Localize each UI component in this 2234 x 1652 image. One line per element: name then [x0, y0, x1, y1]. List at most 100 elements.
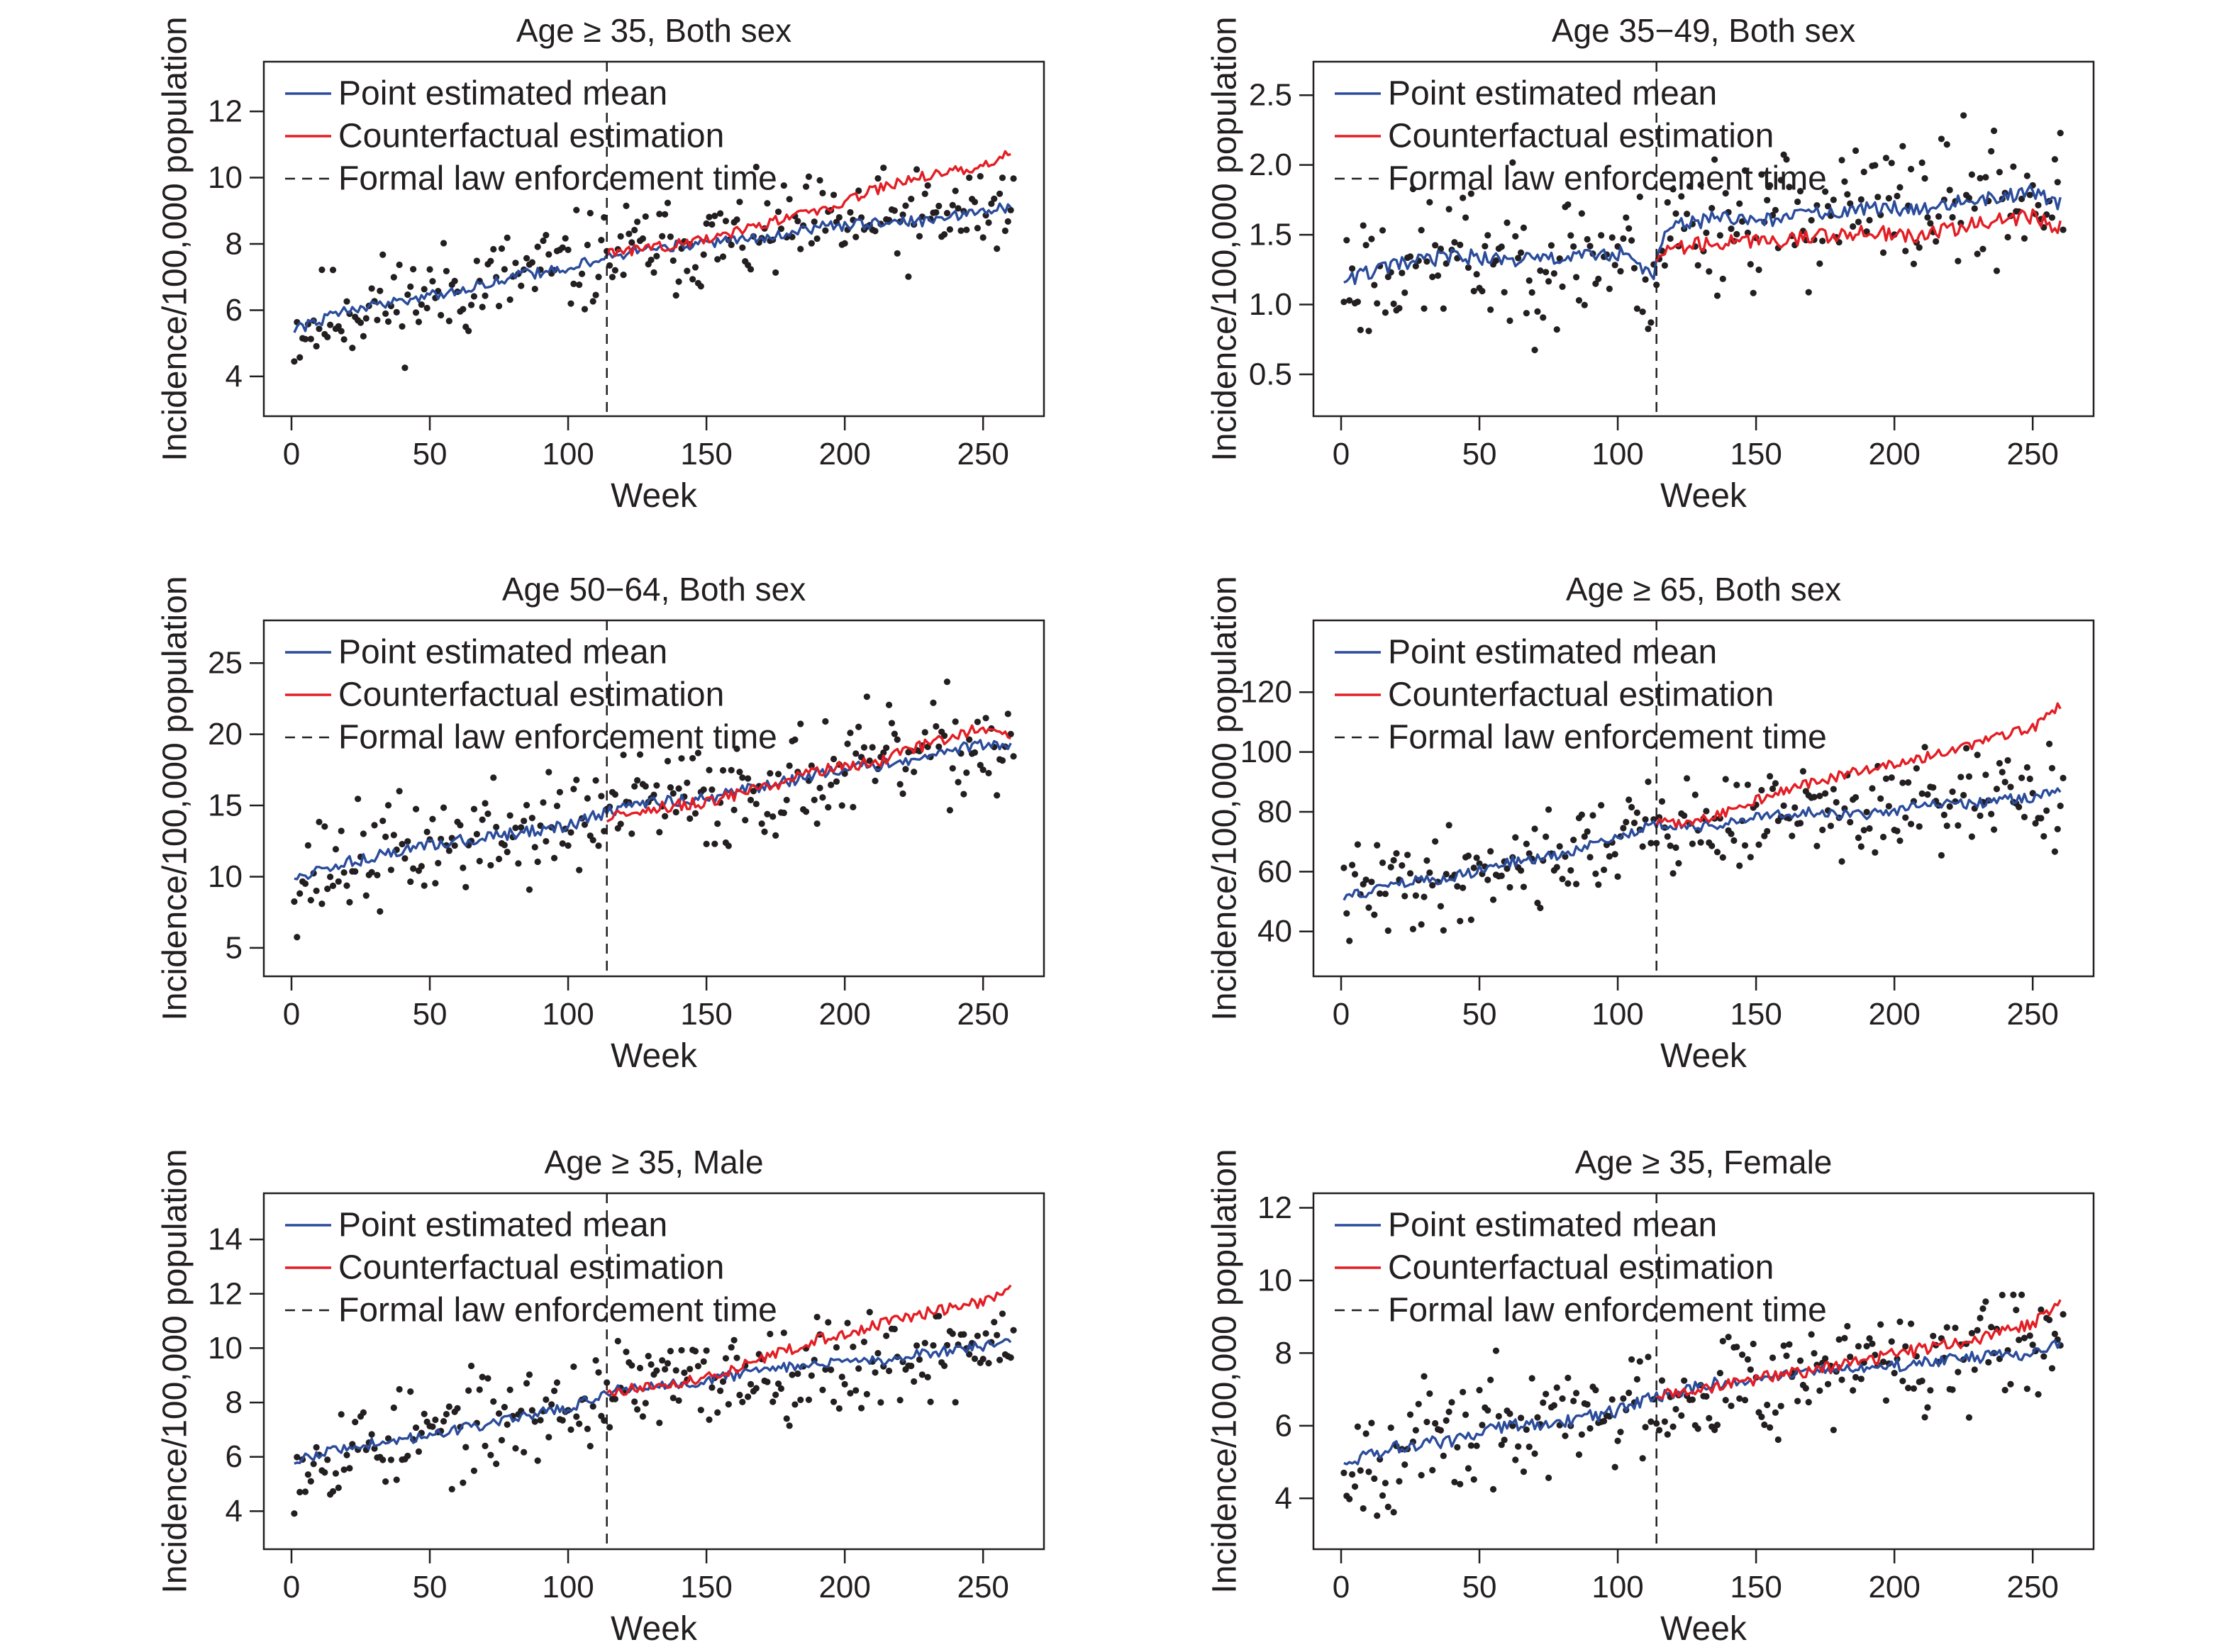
data-point — [501, 842, 508, 849]
data-point — [490, 774, 497, 781]
y-axis-label: Incidence/100,000 population — [157, 576, 194, 1020]
data-point — [1741, 842, 1749, 849]
data-point — [473, 257, 480, 264]
x-tick-label: 150 — [1730, 437, 1782, 471]
data-point — [346, 1465, 353, 1472]
data-point — [1891, 1370, 1898, 1377]
data-point — [1741, 1397, 1749, 1404]
data-point — [399, 323, 406, 330]
x-axis-label: Week — [1660, 477, 1747, 515]
data-point — [504, 1421, 511, 1428]
data-point — [1572, 881, 1580, 888]
data-point — [1835, 1336, 1843, 1343]
y-tick-label: 10 — [208, 1331, 243, 1366]
data-point — [1498, 243, 1505, 250]
legend-label: Formal law enforcement time — [1388, 160, 1827, 198]
plot-area — [291, 1193, 1017, 1549]
data-point — [714, 820, 721, 827]
data-point — [966, 174, 973, 182]
data-point — [2004, 757, 2011, 764]
data-point — [1739, 1351, 1746, 1358]
data-point — [1786, 184, 1793, 191]
data-point — [1819, 826, 1826, 834]
y-tick-label: 4 — [226, 1494, 243, 1529]
series-line-point-estimated-mean — [294, 1338, 1012, 1465]
data-point — [467, 301, 475, 308]
data-point — [407, 1388, 414, 1395]
legend-label: Counterfactual estimation — [338, 118, 724, 155]
data-point — [1010, 753, 1017, 760]
data-point — [1857, 196, 1865, 203]
data-point — [902, 202, 909, 209]
data-point — [1733, 230, 1740, 238]
data-point — [1418, 1471, 1425, 1479]
data-point — [611, 267, 618, 274]
data-point — [360, 830, 367, 837]
data-point — [935, 1312, 943, 1319]
data-point — [1703, 1393, 1710, 1400]
y-axis-label: Incidence/100,000 population — [157, 1149, 194, 1593]
data-point — [327, 321, 334, 328]
data-point — [559, 1417, 566, 1424]
data-point — [1691, 791, 1699, 798]
data-point — [1850, 1387, 1857, 1394]
data-point — [1630, 264, 1638, 272]
data-point — [504, 849, 511, 856]
data-point — [977, 172, 984, 180]
data-point — [595, 842, 602, 849]
data-point — [883, 744, 890, 752]
data-point — [1736, 1395, 1743, 1402]
data-point — [2026, 191, 2033, 199]
data-point — [2029, 1341, 2036, 1349]
data-point — [835, 1405, 843, 1412]
data-point — [1971, 1366, 1978, 1373]
data-point — [1965, 773, 1973, 780]
data-point — [1719, 1337, 1726, 1345]
x-tick-label: 200 — [818, 1570, 870, 1604]
y-axis-label: Incidence/100,000 population — [1206, 1149, 1244, 1593]
y-tick-label: 80 — [1257, 794, 1292, 829]
data-point — [390, 274, 397, 281]
data-point — [1432, 838, 1439, 845]
data-point — [423, 304, 430, 312]
data-point — [338, 827, 345, 835]
data-point — [606, 1424, 613, 1431]
data-point — [1669, 870, 1677, 877]
data-point — [1675, 859, 1682, 867]
y-tick-label: 6 — [226, 293, 243, 328]
data-point — [844, 740, 851, 747]
data-point — [1736, 200, 1743, 207]
data-point — [620, 271, 627, 279]
data-point — [401, 855, 409, 862]
x-tick-label: 150 — [680, 1570, 732, 1604]
y-tick-label: 12 — [1257, 1190, 1292, 1225]
data-point — [1578, 1431, 1585, 1438]
x-tick-label: 50 — [1462, 437, 1497, 471]
x-tick-label: 50 — [1462, 1570, 1497, 1604]
chart-panel-5: Age ≥ 35, Male 0 50 100 150 200 250 Week 4 6 8 10 12… — [157, 1144, 1045, 1648]
data-point — [601, 1417, 608, 1424]
chart-title: Age 50−64, Both sex — [502, 571, 806, 608]
data-point — [526, 886, 533, 893]
data-point — [1354, 1423, 1362, 1430]
data-point — [1470, 864, 1477, 871]
data-point — [2018, 1291, 2025, 1298]
legend: Point estimated mean Counterfactual estim… — [1335, 1207, 1827, 1329]
data-point — [714, 256, 721, 263]
x-tick-label: 0 — [283, 1570, 300, 1604]
data-point — [1767, 773, 1774, 780]
data-point — [1658, 1377, 1666, 1384]
data-point — [545, 251, 552, 258]
data-point — [1543, 1390, 1550, 1397]
data-point — [1387, 1424, 1394, 1431]
data-point — [774, 771, 782, 778]
data-point — [745, 775, 752, 782]
data-point — [852, 233, 860, 240]
data-point — [855, 187, 862, 194]
data-point — [1581, 833, 1588, 840]
data-point — [703, 1347, 710, 1354]
data-point — [728, 1344, 735, 1351]
data-point — [512, 259, 519, 267]
series-line-counterfactual — [606, 150, 1011, 257]
data-point — [769, 1398, 777, 1405]
